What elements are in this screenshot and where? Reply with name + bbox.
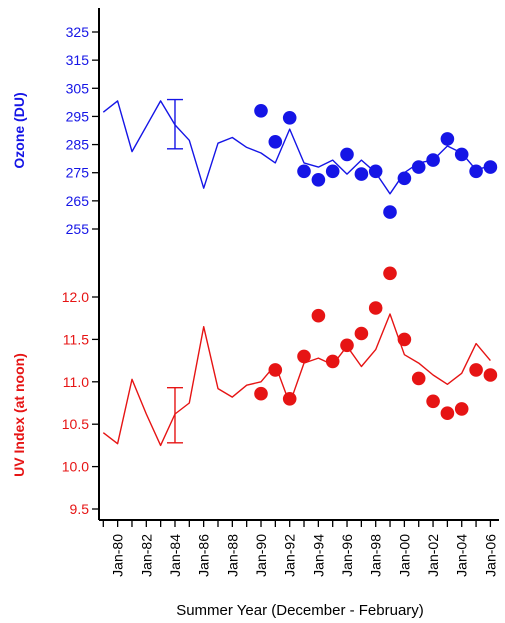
ozone-data-point	[483, 160, 498, 174]
ozone-data-point	[282, 111, 297, 125]
x-tick-label: Jan-92	[282, 534, 298, 577]
ozone-y-tick-label: 305	[66, 80, 90, 96]
x-tick-label: Jan-98	[368, 534, 384, 577]
ozone-panel: 255 265 275 285 295 305 315 325 Ozone (DU)	[11, 24, 498, 237]
uv-data-point	[282, 392, 297, 406]
uv-data-point	[411, 371, 426, 386]
ozone-data-point	[411, 160, 426, 174]
ozone-y-tick-label: 315	[66, 52, 90, 68]
x-tick-label: Jan-00	[396, 534, 412, 577]
x-tick-label: Jan-02	[425, 534, 441, 577]
x-tick-label: Jan-86	[196, 534, 212, 577]
axes	[98, 8, 499, 521]
uv-y-tick-label: 10.5	[62, 416, 89, 432]
x-tick-label: Jan-96	[339, 534, 355, 577]
uv-y-tick-label: 11.0	[63, 374, 89, 390]
uv-data-point	[297, 349, 311, 364]
ozone-y-tick-label: 255	[66, 221, 90, 237]
uv-data-point	[268, 363, 283, 377]
ozone-data-point	[426, 153, 440, 167]
x-tick-label: Jan-90	[253, 534, 269, 577]
ozone-data-point	[297, 164, 311, 179]
ozone-y-tick-label: 325	[66, 24, 90, 40]
uv-data-point	[440, 406, 455, 421]
ozone-data-point	[368, 164, 383, 179]
ozone-data-point	[397, 171, 412, 186]
uv-y-tick-label: 9.5	[70, 501, 90, 517]
uv-data-point	[454, 402, 469, 416]
ozone-y-tick-label: 295	[66, 108, 90, 124]
ozone-y-tick-label: 285	[66, 137, 90, 153]
ozone-data-point	[354, 167, 369, 181]
ozone-y-tick-label: 275	[66, 165, 90, 181]
ozone-series-line	[102, 100, 491, 195]
uv-data-point	[368, 301, 383, 315]
uv-data-point	[383, 266, 397, 281]
uv-data-point	[354, 326, 369, 341]
ozone-data-point	[325, 164, 340, 179]
x-tick-label: Jan-88	[224, 534, 240, 577]
ozone-data-point	[254, 104, 268, 118]
x-tick-label: Jan-04	[454, 534, 470, 577]
ozone-y-tick-label: 265	[66, 193, 90, 209]
uv-y-axis-title: UV Index (at noon)	[11, 353, 27, 477]
x-tick-label: Jan-84	[167, 534, 183, 577]
x-tick-label: Jan-94	[310, 534, 326, 577]
x-tick-label: Jan-06	[482, 534, 498, 577]
uv-data-point	[340, 338, 354, 353]
ozone-data-point	[311, 173, 326, 187]
uv-data-point	[426, 394, 440, 409]
uv-data-point	[311, 308, 326, 323]
uv-panel: 9.5 10.0 10.5 11.0 11.5 12.0 UV Index (at noon…	[11, 266, 498, 517]
ozone-data-point	[383, 205, 397, 219]
x-axis-ticks: Jan-80 Jan-82 Jan-84 Jan-86 Jan-88 Jan-90 Jan-…	[102, 520, 498, 577]
uv-data-point	[254, 386, 268, 401]
uv-y-tick-label: 11.5	[63, 331, 89, 347]
x-tick-label: Jan-82	[138, 534, 154, 577]
uv-data-point	[469, 363, 483, 377]
ozone-data-point	[469, 164, 483, 179]
uv-data-point	[325, 354, 340, 369]
uv-y-tick-label: 12.0	[62, 289, 89, 305]
uv-data-point	[397, 332, 412, 347]
uv-series-line	[102, 313, 491, 447]
ozone-y-axis-title: Ozone (DU)	[11, 92, 27, 168]
ozone-data-point	[454, 147, 469, 162]
x-axis-title: Summer Year (December - February)	[176, 602, 424, 619]
x-tick-label: Jan-80	[110, 534, 126, 577]
ozone-data-point	[268, 135, 283, 149]
ozone-data-point	[340, 147, 354, 162]
uv-data-point	[483, 368, 498, 382]
ozone-data-point	[440, 132, 455, 146]
uv-y-tick-label: 10.0	[62, 459, 89, 475]
